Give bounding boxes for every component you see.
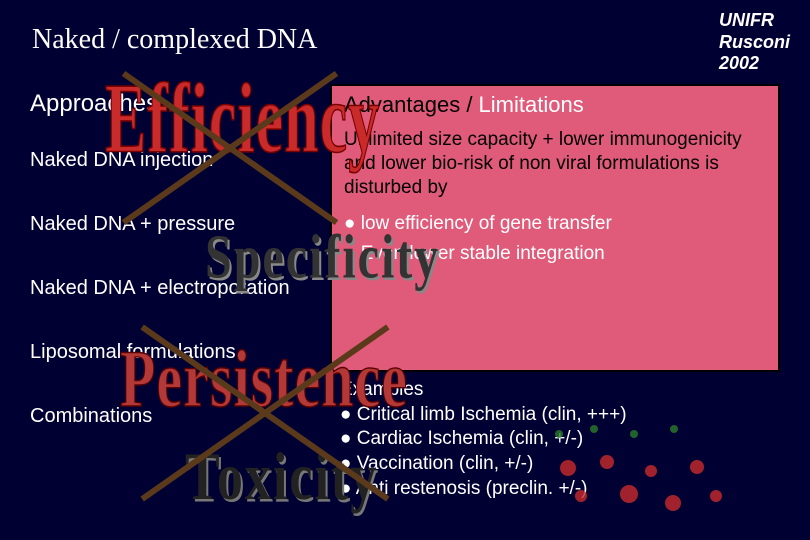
- limitations-list: low efficiency of gene transfer Even low…: [344, 213, 766, 265]
- example-item: Critical limb Ischemia (clin, +++): [340, 403, 627, 428]
- header-author: Rusconi: [719, 32, 790, 54]
- examples-block: Examples Critical limb Ischemia (clin, +…: [340, 378, 627, 501]
- doodle-dot: [600, 455, 614, 469]
- examples-heading: Examples: [340, 378, 627, 403]
- advantages-heading: Advantages / Limitations: [344, 92, 766, 118]
- doodle-dot: [590, 425, 598, 433]
- example-item: Cardiac Ischemia (clin, +/-): [340, 427, 627, 452]
- approaches-column: Approaches Naked DNA injection Naked DNA…: [30, 90, 320, 468]
- doodle-dot: [690, 460, 704, 474]
- approach-item: Naked DNA injection: [30, 148, 320, 172]
- doodle-dot: [560, 460, 576, 476]
- doodle-dot: [555, 430, 563, 438]
- limitation-item: low efficiency of gene transfer: [344, 213, 766, 235]
- doodle-dot: [710, 490, 722, 502]
- approach-item: Naked DNA + pressure: [30, 212, 320, 236]
- doodle-dot: [670, 425, 678, 433]
- doodle-dot: [665, 495, 681, 511]
- heading-sep: /: [460, 92, 478, 117]
- header-year: 2002: [719, 53, 790, 75]
- approaches-heading: Approaches: [30, 90, 320, 118]
- advantages-box: Advantages / Limitations Unlimited size …: [330, 84, 780, 372]
- example-item: Vaccination (clin, +/-): [340, 452, 627, 477]
- header-meta: UNIFR Rusconi 2002: [719, 10, 790, 75]
- heading-adv: Advantages: [344, 92, 460, 117]
- examples-list: Critical limb Ischemia (clin, +++) Cardi…: [340, 403, 627, 502]
- header-org: UNIFR: [719, 10, 790, 32]
- limitation-item: Even lower stable integration: [344, 243, 766, 265]
- page-title: Naked / complexed DNA: [32, 24, 317, 56]
- advantages-paragraph: Unlimited size capacity + lower immunoge…: [344, 128, 766, 199]
- doodle-dot: [630, 430, 638, 438]
- doodle-dot: [575, 490, 587, 502]
- slide: Naked / complexed DNA UNIFR Rusconi 2002…: [0, 0, 810, 540]
- approach-item: Naked DNA + electroporation: [30, 276, 320, 300]
- approach-item: Combinations: [30, 404, 320, 428]
- approach-item: Liposomal formulations: [30, 340, 320, 364]
- doodle-dot: [645, 465, 657, 477]
- doodle-dot: [620, 485, 638, 503]
- heading-lim: Limitations: [479, 92, 584, 117]
